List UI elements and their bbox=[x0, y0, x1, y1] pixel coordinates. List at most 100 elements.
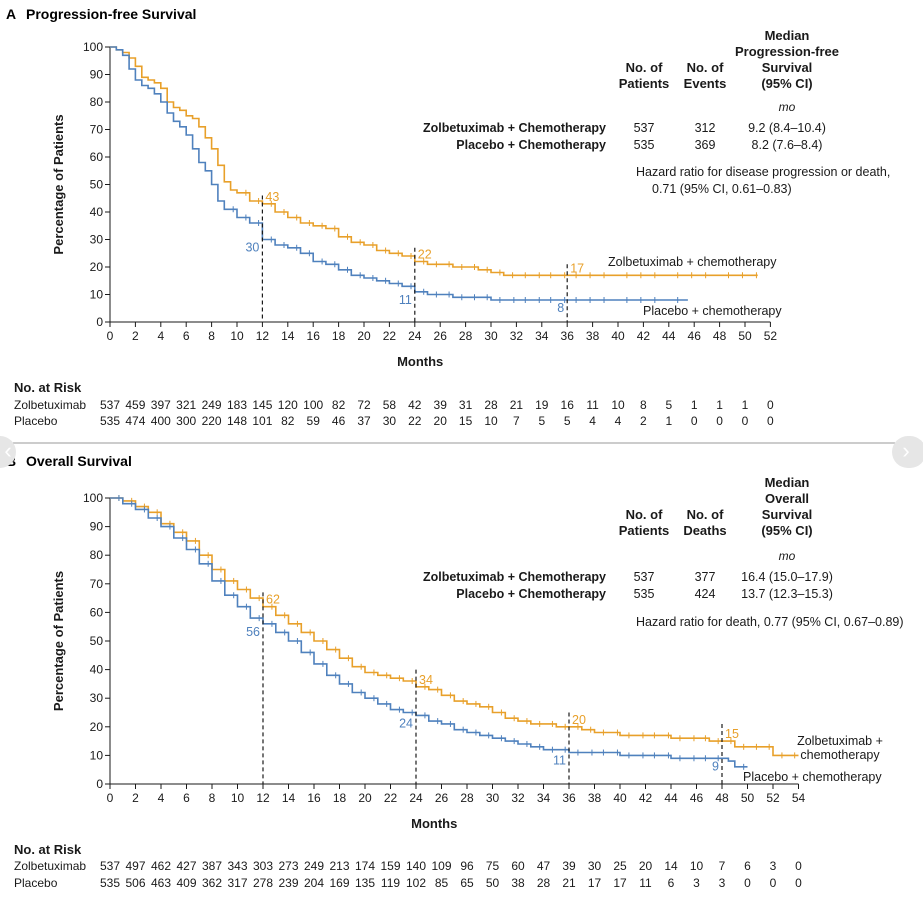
landmark-label-placebo: 11 bbox=[553, 754, 566, 768]
risk-value: 120 bbox=[278, 398, 298, 412]
risk-value: 16 bbox=[561, 398, 575, 412]
table-header: Survival bbox=[762, 60, 813, 75]
risk-value: 72 bbox=[357, 398, 371, 412]
risk-value: 220 bbox=[202, 414, 222, 428]
risk-value: 0 bbox=[742, 414, 749, 428]
risk-value: 58 bbox=[383, 398, 397, 412]
table-row-label: Zolbetuximab + Chemotherapy bbox=[423, 570, 606, 584]
x-tick-label: 32 bbox=[510, 329, 524, 343]
risk-value: 60 bbox=[511, 859, 525, 873]
landmark-label-zolbetuximab: 17 bbox=[570, 261, 584, 275]
risk-value: 2 bbox=[640, 414, 647, 428]
x-tick-label: 24 bbox=[409, 791, 423, 805]
hazard-ratio-text: 0.71 (95% CI, 0.61–0.83) bbox=[652, 182, 792, 196]
table-header: Patients bbox=[619, 76, 670, 91]
risk-value: 39 bbox=[434, 398, 448, 412]
risk-value: 15 bbox=[459, 414, 473, 428]
landmark-label-zolbetuximab: 43 bbox=[265, 190, 279, 204]
x-tick-label: 42 bbox=[639, 791, 653, 805]
risk-row-label: Placebo bbox=[14, 876, 58, 890]
x-tick-label: 38 bbox=[586, 329, 600, 343]
x-tick-label: 20 bbox=[357, 329, 371, 343]
risk-value: 362 bbox=[202, 876, 222, 890]
risk-value: 0 bbox=[770, 876, 777, 890]
risk-value: 135 bbox=[355, 876, 375, 890]
y-tick-label: 30 bbox=[90, 691, 104, 705]
x-axis-label: Months bbox=[411, 816, 457, 831]
risk-value: 30 bbox=[383, 414, 397, 428]
risk-value: 65 bbox=[460, 876, 474, 890]
x-tick-label: 46 bbox=[688, 329, 702, 343]
table-header: Median bbox=[765, 28, 810, 43]
x-tick-label: 12 bbox=[256, 791, 270, 805]
x-tick-label: 20 bbox=[358, 791, 372, 805]
risk-value: 20 bbox=[434, 414, 448, 428]
series-line-placebo bbox=[110, 46, 688, 301]
table-cell-events: 377 bbox=[695, 570, 716, 584]
y-tick-label: 80 bbox=[90, 95, 104, 109]
x-tick-label: 8 bbox=[208, 329, 215, 343]
x-tick-label: 36 bbox=[562, 791, 576, 805]
risk-value: 183 bbox=[227, 398, 247, 412]
table-cell-patients: 535 bbox=[634, 587, 655, 601]
x-tick-label: 50 bbox=[741, 791, 755, 805]
prev-slide-button[interactable]: ‹ bbox=[0, 436, 16, 468]
risk-value: 174 bbox=[355, 859, 375, 873]
y-tick-label: 70 bbox=[90, 123, 104, 137]
landmark-label-zolbetuximab: 62 bbox=[266, 593, 280, 607]
risk-value: 463 bbox=[151, 876, 171, 890]
risk-value: 21 bbox=[510, 398, 524, 412]
x-tick-label: 4 bbox=[158, 791, 165, 805]
x-tick-label: 42 bbox=[637, 329, 651, 343]
risk-value: 3 bbox=[693, 876, 700, 890]
risk-value: 321 bbox=[176, 398, 196, 412]
risk-value: 75 bbox=[486, 859, 500, 873]
risk-value: 400 bbox=[151, 414, 171, 428]
risk-value: 42 bbox=[408, 398, 422, 412]
x-tick-label: 52 bbox=[766, 791, 780, 805]
y-tick-label: 0 bbox=[96, 777, 103, 791]
risk-value: 249 bbox=[202, 398, 222, 412]
y-tick-label: 100 bbox=[83, 40, 103, 54]
risk-value: 4 bbox=[589, 414, 596, 428]
x-tick-label: 10 bbox=[231, 791, 245, 805]
landmark-label-placebo: 24 bbox=[399, 716, 413, 730]
y-tick-label: 90 bbox=[90, 68, 104, 82]
risk-row-label: Placebo bbox=[14, 414, 58, 428]
table-cell-events: 369 bbox=[695, 138, 716, 152]
x-tick-label: 50 bbox=[738, 329, 752, 343]
risk-value: 21 bbox=[562, 876, 576, 890]
y-tick-label: 90 bbox=[90, 520, 104, 534]
risk-value: 4 bbox=[615, 414, 622, 428]
series-line-zolbetuximab bbox=[110, 46, 758, 277]
x-tick-label: 36 bbox=[561, 329, 575, 343]
table-header: Survival bbox=[762, 507, 813, 522]
risk-value: 474 bbox=[125, 414, 145, 428]
risk-value: 343 bbox=[227, 859, 247, 873]
x-tick-label: 48 bbox=[713, 329, 727, 343]
x-tick-label: 30 bbox=[486, 791, 500, 805]
risk-value: 30 bbox=[588, 859, 602, 873]
risk-table-title: No. at Risk bbox=[14, 380, 82, 395]
risk-value: 20 bbox=[639, 859, 653, 873]
y-tick-label: 10 bbox=[90, 288, 104, 302]
y-axis-label: Percentage of Patients bbox=[51, 571, 66, 711]
y-tick-label: 20 bbox=[90, 260, 104, 274]
risk-value: 397 bbox=[151, 398, 171, 412]
x-tick-label: 8 bbox=[209, 791, 216, 805]
risk-value: 47 bbox=[537, 859, 551, 873]
next-slide-button[interactable]: › bbox=[892, 436, 923, 468]
y-tick-label: 10 bbox=[90, 748, 104, 762]
y-tick-label: 30 bbox=[90, 233, 104, 247]
chevron-right-icon: › bbox=[902, 438, 910, 463]
table-header: Progression-free bbox=[735, 44, 839, 59]
risk-value: 19 bbox=[535, 398, 549, 412]
table-cell-median: 8.2 (7.6–8.4) bbox=[752, 138, 823, 152]
risk-value: 22 bbox=[408, 414, 422, 428]
risk-table-title: No. at Risk bbox=[14, 842, 82, 857]
risk-value: 537 bbox=[100, 859, 120, 873]
risk-value: 1 bbox=[742, 398, 749, 412]
risk-value: 11 bbox=[586, 398, 599, 412]
risk-value: 3 bbox=[719, 876, 726, 890]
table-header: No. of bbox=[687, 60, 724, 75]
